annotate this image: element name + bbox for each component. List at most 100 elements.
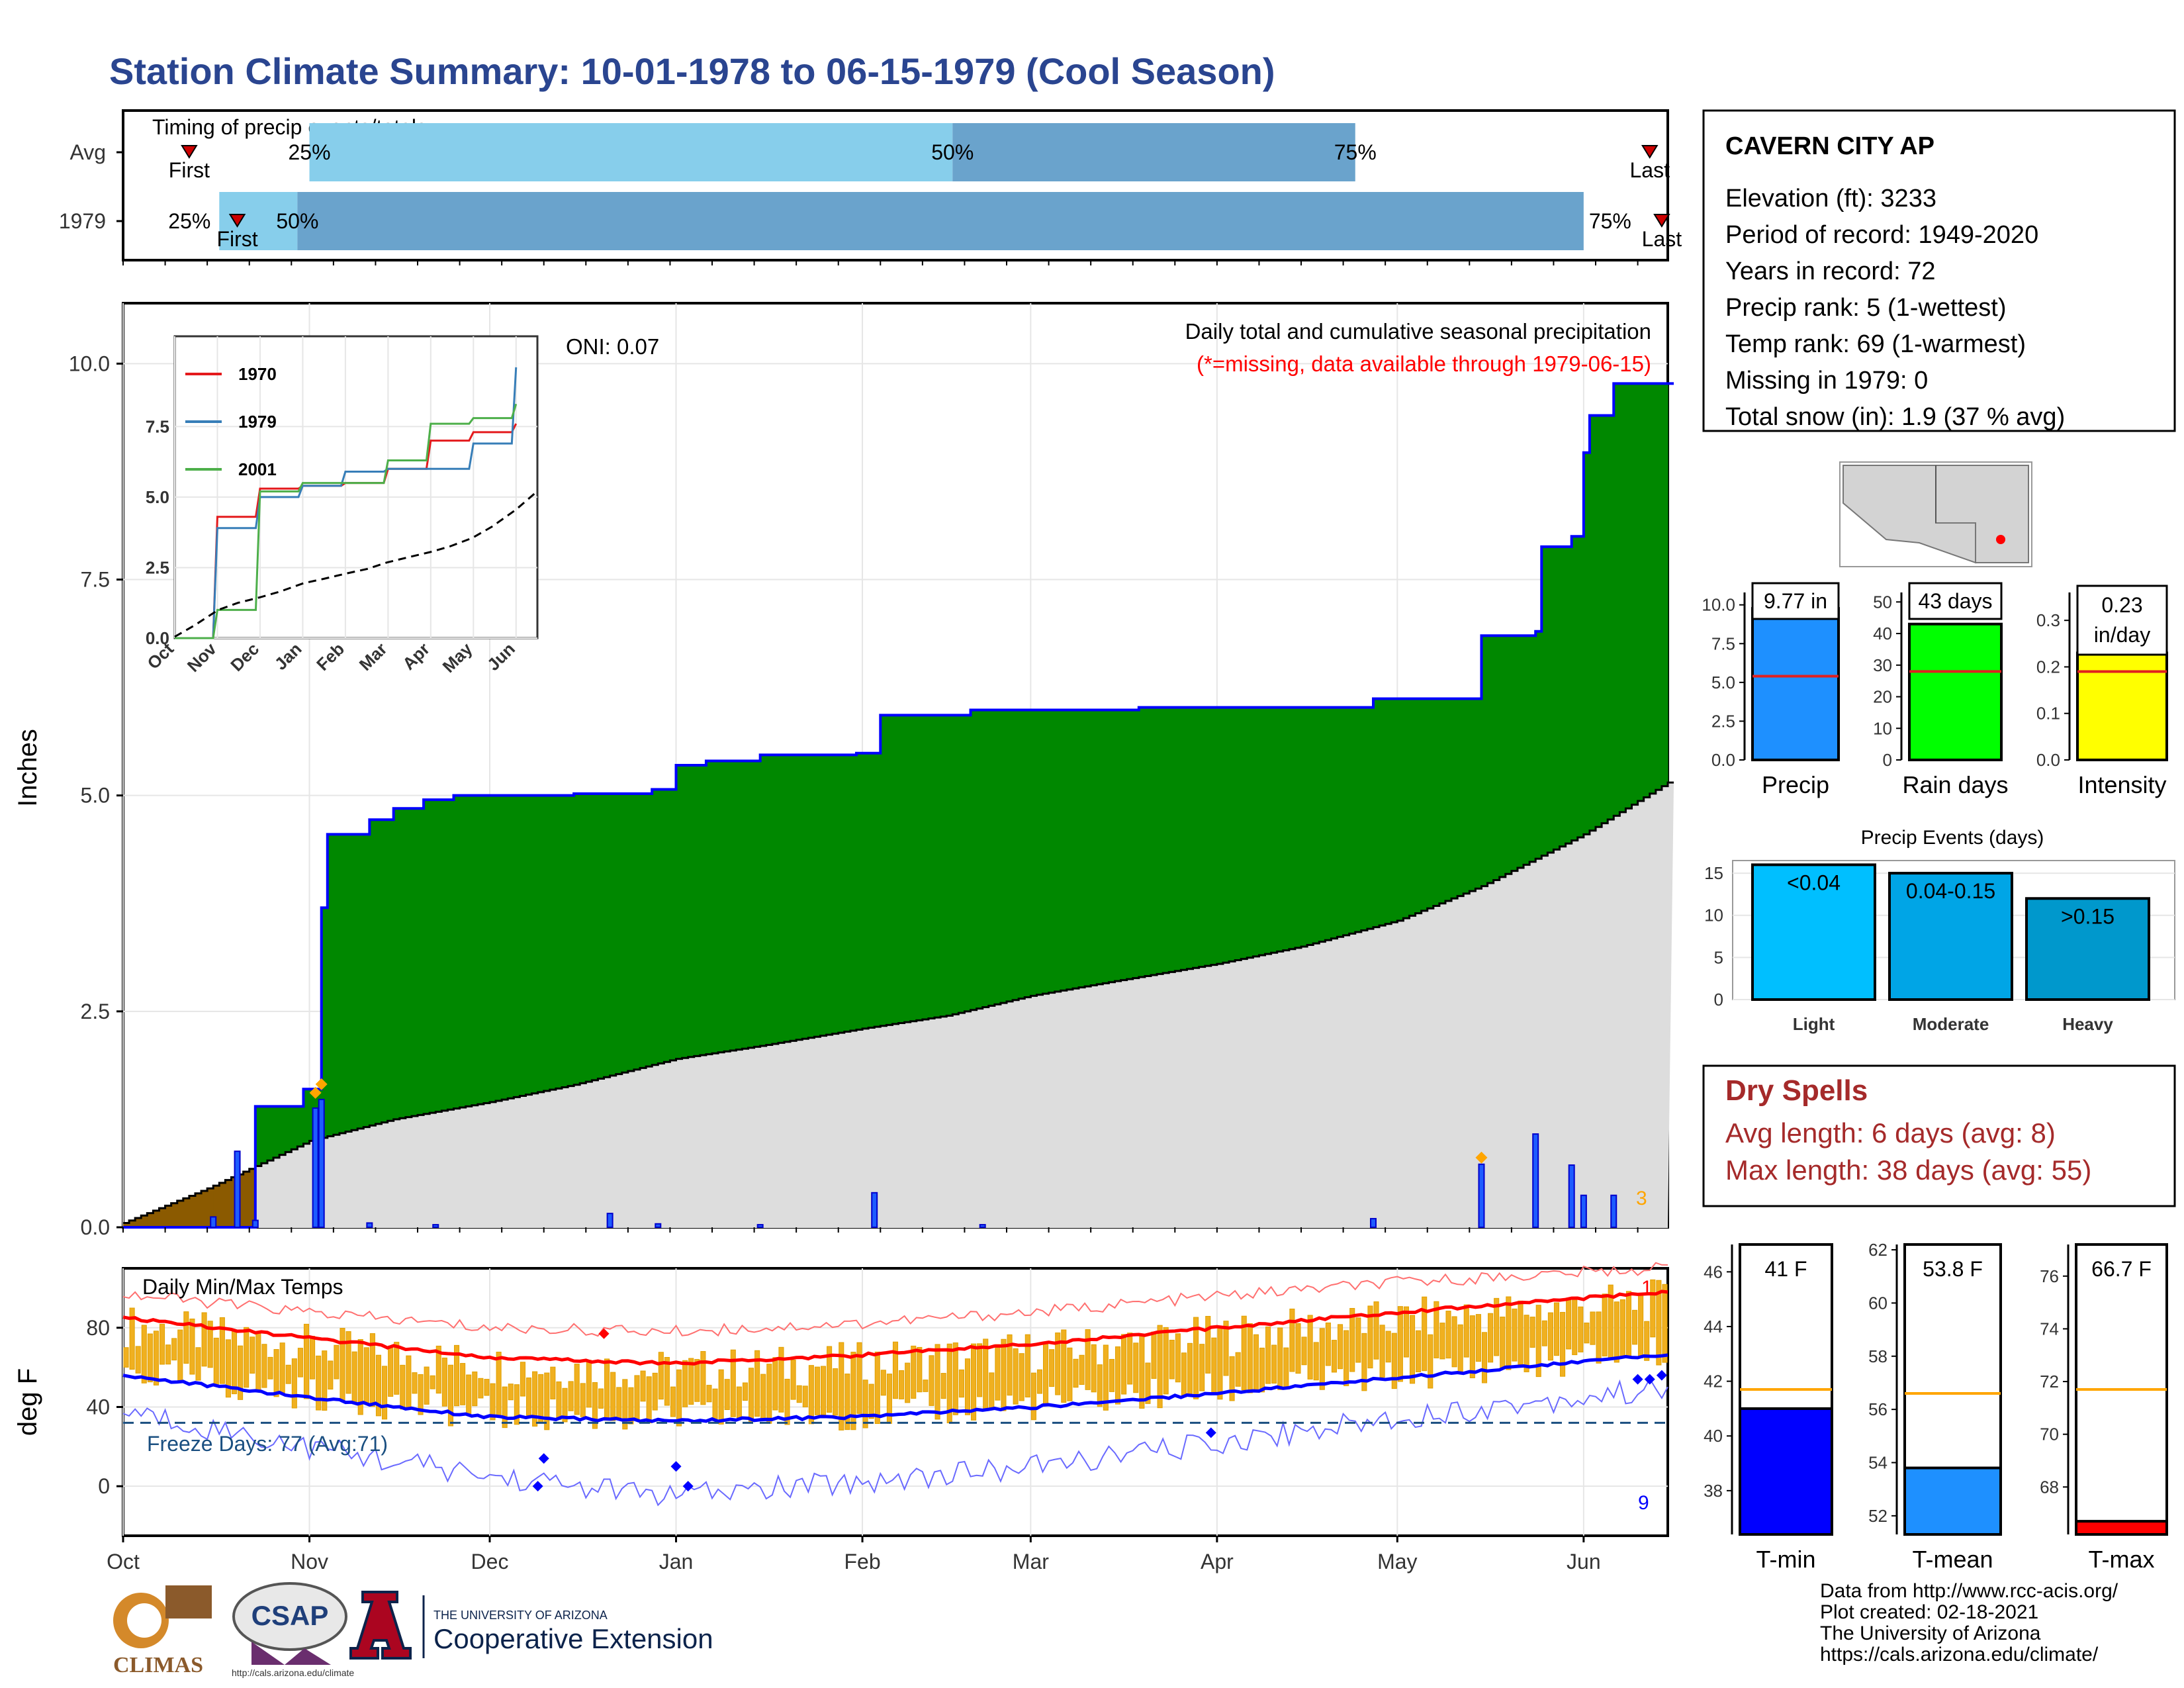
surplus-area-segment xyxy=(1078,710,1085,988)
surplus-area-segment xyxy=(1596,415,1602,827)
surplus-area-segment xyxy=(1655,383,1662,790)
daily-temp-bar xyxy=(880,1370,886,1396)
daily-temp-bar xyxy=(724,1379,730,1410)
average-cumulative-line xyxy=(123,781,1674,1224)
surplus-area-segment xyxy=(646,794,653,1067)
daily-temp-bar xyxy=(334,1344,340,1380)
surplus-area-segment xyxy=(1337,707,1344,937)
small-bar-tick-label: 40 xyxy=(1873,624,1892,643)
daily-temp-bar xyxy=(682,1360,688,1407)
events-category-label: Moderate xyxy=(1913,1014,1989,1034)
station-name: CAVERN CITY AP xyxy=(1725,132,1934,160)
surplus-area-segment xyxy=(1499,635,1506,877)
daily-temp-bar xyxy=(766,1364,772,1424)
daily-temp-bar xyxy=(1073,1358,1079,1388)
surplus-area-segment xyxy=(1517,635,1524,868)
daily-temp-bar xyxy=(508,1383,514,1401)
surplus-area-segment xyxy=(754,761,761,1047)
daily-temp-bar xyxy=(351,1351,357,1405)
temp-x-tick-label: Jan xyxy=(659,1550,694,1573)
events-bar-label: 0.04-0.15 xyxy=(1906,879,1995,903)
daily-temp-bar xyxy=(1259,1347,1265,1393)
temp-bar-tick-label: 74 xyxy=(2040,1319,2059,1338)
daily-temp-bar xyxy=(514,1384,520,1425)
y-tick-label: 5.0 xyxy=(81,784,110,808)
daily-temp-bar xyxy=(628,1387,634,1425)
small-bar-tick-label: 7.5 xyxy=(1711,633,1735,653)
surplus-area-segment xyxy=(1235,707,1242,961)
y-tick-label: 0.0 xyxy=(81,1215,110,1239)
daily-temp-bar xyxy=(1367,1305,1373,1369)
temp-bar-tick-label: 76 xyxy=(2040,1266,2059,1286)
daily-temp-bar xyxy=(1085,1329,1091,1390)
daily-temp-bar xyxy=(868,1383,874,1419)
small-bar-tick-label: 10.0 xyxy=(1702,595,1735,615)
daily-temp-bar xyxy=(664,1356,670,1406)
daily-temp-bar xyxy=(382,1366,388,1420)
surplus-area-segment xyxy=(598,794,605,1079)
surplus-area-segment xyxy=(549,795,557,1090)
daily-temp-bar xyxy=(1409,1315,1416,1384)
precip-total-bar: 0.0 2.5 5.0 7.5 10.0 9.77 in Precip xyxy=(1702,582,1840,798)
daily-temp-bar xyxy=(814,1366,820,1415)
daily-temp-bar xyxy=(1151,1331,1157,1379)
small-bar-rect xyxy=(1751,607,1840,762)
surplus-area-segment xyxy=(418,808,424,1115)
events-bar xyxy=(1751,863,1876,1002)
events-category-label: Heavy xyxy=(2062,1014,2113,1034)
surplus-area-segment xyxy=(496,795,502,1101)
daily-temp-bar xyxy=(772,1357,778,1411)
surplus-area-segment xyxy=(405,808,412,1117)
daily-temp-bar xyxy=(363,1347,369,1405)
temp-bar-rect xyxy=(1739,1407,1833,1536)
temp-bar-tick-label: 54 xyxy=(1868,1453,1888,1473)
daily-temp-bar xyxy=(586,1360,592,1408)
temp-bar-rect xyxy=(1903,1466,2002,1536)
surplus-area-segment xyxy=(1210,707,1218,965)
surplus-area-segment xyxy=(375,820,383,1124)
surplus-area-segment xyxy=(1373,698,1380,927)
surplus-area-segment xyxy=(561,795,569,1088)
daily-temp-bar xyxy=(273,1349,279,1397)
surplus-area-segment xyxy=(592,794,598,1080)
daily-temp-bar xyxy=(183,1311,189,1364)
surplus-area-segment xyxy=(430,800,436,1113)
climas-logo: CLIMAS xyxy=(113,1585,212,1677)
daily-temp-bar xyxy=(1566,1299,1572,1350)
surplus-area-segment xyxy=(988,710,995,1006)
precip-panel: 0.0 2.5 5.0 7.5 10.0 Daily total and cumulat… xyxy=(13,302,1674,1239)
daily-temp-bar xyxy=(316,1355,322,1411)
daily-temp-bar xyxy=(808,1365,814,1425)
credit-line: Data from http://www.rcc-acis.org/ xyxy=(1820,1580,2118,1602)
deficit-area-segment xyxy=(195,1193,202,1227)
daily-temp-bar xyxy=(1632,1309,1638,1345)
surplus-area-segment xyxy=(1060,710,1068,991)
pct-label-25: 25% xyxy=(289,140,331,164)
daily-temp-bar xyxy=(1451,1316,1457,1368)
surplus-area-segment xyxy=(1150,707,1158,975)
surplus-area-segment xyxy=(1469,698,1476,892)
surplus-area-segment xyxy=(1216,707,1224,964)
daily-temp-bar xyxy=(418,1374,424,1415)
small-bar-value-label: 9.77 in xyxy=(1764,589,1827,613)
surplus-area-segment xyxy=(1355,707,1362,932)
deficit-area-segment xyxy=(249,1168,256,1227)
record-low-line xyxy=(122,1377,1668,1507)
surplus-area-segment xyxy=(652,789,659,1065)
daily-temp-bar xyxy=(604,1358,610,1421)
temp-bar-tick-label: 52 xyxy=(1868,1506,1888,1526)
surplus-area-segment xyxy=(705,761,713,1055)
small-bar-rect xyxy=(2076,651,2168,761)
surplus-area-segment xyxy=(627,794,635,1072)
daily-temp-bar xyxy=(971,1343,977,1421)
intensity-bar: 0.0 0.1 0.2 0.3 0.23 in/day Intensity xyxy=(2036,585,2168,798)
record-low-marker xyxy=(1632,1374,1643,1385)
surplus-area-segment xyxy=(1120,710,1128,980)
daily-temp-bar xyxy=(1590,1311,1596,1345)
daily-temp-bar xyxy=(244,1327,250,1388)
daily-temp-bar xyxy=(1241,1315,1247,1391)
surplus-area-segment xyxy=(1199,707,1206,967)
missing-count: 3 xyxy=(1636,1188,1647,1209)
daily-temp-bar xyxy=(742,1382,748,1401)
deficit-area-segment xyxy=(183,1198,190,1227)
